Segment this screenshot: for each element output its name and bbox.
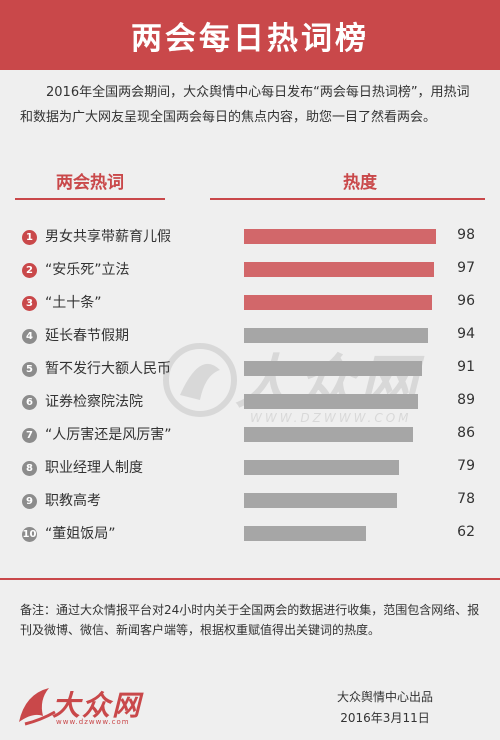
column-header-term: 两会热词	[56, 173, 124, 193]
rank-badge: 7	[22, 428, 37, 443]
heat-value: 97	[457, 260, 475, 276]
heat-value: 86	[457, 425, 475, 441]
chart-row: 1 男女共享带薪育儿假 98	[0, 222, 500, 252]
heat-value: 79	[457, 458, 475, 474]
heat-value: 94	[457, 326, 475, 342]
header-banner: 两会每日热词榜	[0, 0, 500, 70]
rank-badge: 5	[22, 362, 37, 377]
hot-term-label: “人厉害还是风厉害”	[45, 427, 172, 443]
dzwww-logo-icon	[19, 688, 56, 726]
footer-logo-text: 大众网	[52, 689, 143, 722]
rank-badge: 10	[22, 527, 37, 542]
rank-badge: 6	[22, 395, 37, 410]
heat-value: 78	[457, 491, 475, 507]
rank-badge: 9	[22, 494, 37, 509]
chart-row: 7 “人厉害还是风厉害” 86	[0, 420, 500, 450]
heat-value: 89	[457, 392, 475, 408]
rank-badge: 8	[22, 461, 37, 476]
hot-term-label: 证券检察院法院	[45, 394, 143, 410]
column-underline-term	[15, 198, 165, 200]
footer-logo-url: www.dzwww.com	[56, 718, 130, 726]
heat-value: 62	[457, 524, 475, 540]
heat-bar	[244, 229, 437, 244]
hot-term-label: “安乐死”立法	[45, 262, 130, 278]
hot-term-label: 男女共享带薪育儿假	[45, 229, 171, 245]
chart-row: 3 “土十条” 96	[0, 288, 500, 318]
section-divider	[0, 578, 500, 580]
rank-badge: 1	[22, 230, 37, 245]
chart-row: 9 职教高考 78	[0, 486, 500, 516]
publisher-credit: 大众舆情中心出品	[336, 690, 433, 704]
chart-row: 4 延长春节假期 94	[0, 321, 500, 351]
hot-term-label: 延长春节假期	[45, 328, 129, 344]
column-underline-heat	[210, 198, 485, 200]
heat-bar	[244, 460, 399, 475]
rank-badge: 3	[22, 296, 37, 311]
heat-bar	[244, 262, 435, 277]
heat-value: 91	[457, 359, 475, 375]
footnote: 备注：通过大众情报平台对24小时内关于全国两会的数据进行收集，范围包含网络、报刊…	[20, 603, 480, 637]
page-title: 两会每日热词榜	[131, 20, 369, 57]
heat-bar	[244, 295, 433, 310]
chart-row: 5 暂不发行大额人民币 91	[0, 354, 500, 384]
chart-row: 6 证券检察院法院 89	[0, 387, 500, 417]
publish-date: 2016年3月11日	[340, 711, 430, 725]
intro-paragraph: 2016年全国两会期间，大众舆情中心每日发布“两会每日热词榜”，用热词和数据为广…	[20, 85, 470, 125]
chart-row: 10 “董姐饭局” 62	[0, 519, 500, 549]
chart-row: 8 职业经理人制度 79	[0, 453, 500, 483]
hot-term-label: “土十条”	[45, 295, 102, 311]
heat-value: 96	[457, 293, 475, 309]
column-header-heat: 热度	[343, 173, 377, 193]
rank-badge: 4	[22, 329, 37, 344]
hot-term-label: 职教高考	[45, 493, 101, 509]
rank-badge: 2	[22, 263, 37, 278]
heat-bar	[244, 361, 423, 376]
hot-term-label: 职业经理人制度	[45, 460, 143, 476]
heat-bar	[244, 493, 397, 508]
heat-bar	[244, 427, 413, 442]
heat-value: 98	[457, 227, 475, 243]
heat-bar	[244, 394, 419, 409]
hot-term-label: 暂不发行大额人民币	[45, 361, 171, 377]
chart-row: 2 “安乐死”立法 97	[0, 255, 500, 285]
heat-bar	[244, 526, 366, 541]
hot-term-label: “董姐饭局”	[45, 526, 116, 542]
heat-bar	[244, 328, 429, 343]
